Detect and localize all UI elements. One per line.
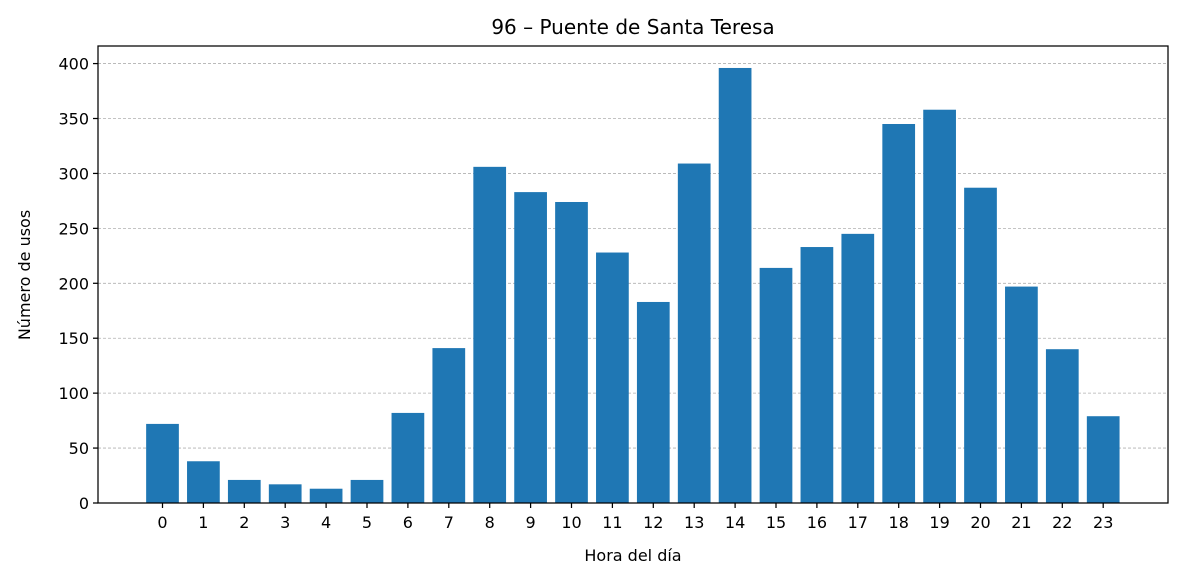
chart-title: 96 – Puente de Santa Teresa	[491, 15, 774, 39]
x-tick-label: 16	[807, 513, 827, 532]
bar-hour-2	[227, 479, 261, 503]
x-tick-label: 7	[444, 513, 454, 532]
bar-hour-12	[636, 301, 670, 503]
bar-hour-1	[187, 461, 220, 503]
bar-hour-4	[309, 488, 343, 503]
x-tick-label: 8	[485, 513, 495, 532]
bar-hour-17	[841, 233, 875, 503]
x-axis-ticks: 0 1 2 3 4 5 6 7 8 9 10 11 12 13 14 15 16 17 18 19 20 21 22 23	[157, 503, 1113, 532]
y-axis-title: Número de usos	[15, 210, 34, 340]
x-tick-label: 3	[280, 513, 290, 532]
bar-hour-15	[759, 267, 793, 503]
bar-hour-19	[923, 109, 956, 504]
x-tick-label: 17	[848, 513, 868, 532]
y-tick-label: 100	[58, 384, 89, 403]
x-axis-title: Hora del día	[584, 546, 681, 565]
bar-hour-22	[1045, 349, 1079, 503]
bar-hour-5	[350, 479, 384, 503]
x-tick-label: 13	[684, 513, 704, 532]
bar-hour-13	[677, 163, 711, 504]
y-axis-ticks: 0 50 100 150 200 250 300 350 400	[58, 55, 98, 513]
bar-hour-16	[800, 247, 834, 503]
bar-hour-11	[596, 252, 629, 503]
y-tick-label: 350	[58, 110, 89, 129]
x-tick-label: 14	[725, 513, 745, 532]
bar-hour-10	[555, 201, 588, 504]
x-tick-label: 20	[970, 513, 990, 532]
y-tick-label: 50	[69, 439, 89, 458]
bar-hour-20	[964, 187, 997, 504]
bar-hour-7	[432, 348, 466, 503]
x-tick-label: 4	[321, 513, 331, 532]
bar-hour-14	[718, 67, 752, 503]
y-tick-label: 400	[58, 55, 89, 74]
x-tick-label: 18	[889, 513, 909, 532]
x-tick-label: 5	[362, 513, 372, 532]
bar-hour-9	[514, 192, 547, 504]
bar-hour-6	[391, 412, 425, 503]
x-tick-label: 12	[643, 513, 663, 532]
x-tick-label: 0	[157, 513, 167, 532]
x-tick-label: 1	[198, 513, 208, 532]
bar-hour-3	[268, 484, 302, 503]
bar-hour-21	[1005, 286, 1038, 503]
plot-frame	[97, 45, 1169, 504]
x-tick-label: 2	[239, 513, 249, 532]
bar-hour-8	[473, 166, 507, 503]
bars	[146, 67, 1120, 504]
bar-hour-0	[146, 423, 179, 503]
y-tick-label: 200	[58, 274, 89, 293]
x-tick-label: 22	[1052, 513, 1072, 532]
bar-hour-23	[1086, 416, 1120, 503]
y-tick-label: 0	[79, 494, 89, 513]
x-tick-label: 11	[602, 513, 622, 532]
x-tick-label: 9	[526, 513, 536, 532]
y-tick-label: 300	[58, 164, 89, 183]
y-tick-label: 250	[58, 219, 89, 238]
y-tick-label: 150	[58, 329, 89, 348]
bar-hour-18	[882, 123, 916, 504]
x-tick-label: 19	[929, 513, 949, 532]
x-tick-label: 10	[561, 513, 581, 532]
x-tick-label: 23	[1093, 513, 1113, 532]
x-tick-label: 15	[766, 513, 786, 532]
x-tick-label: 6	[403, 513, 413, 532]
x-tick-label: 21	[1011, 513, 1031, 532]
